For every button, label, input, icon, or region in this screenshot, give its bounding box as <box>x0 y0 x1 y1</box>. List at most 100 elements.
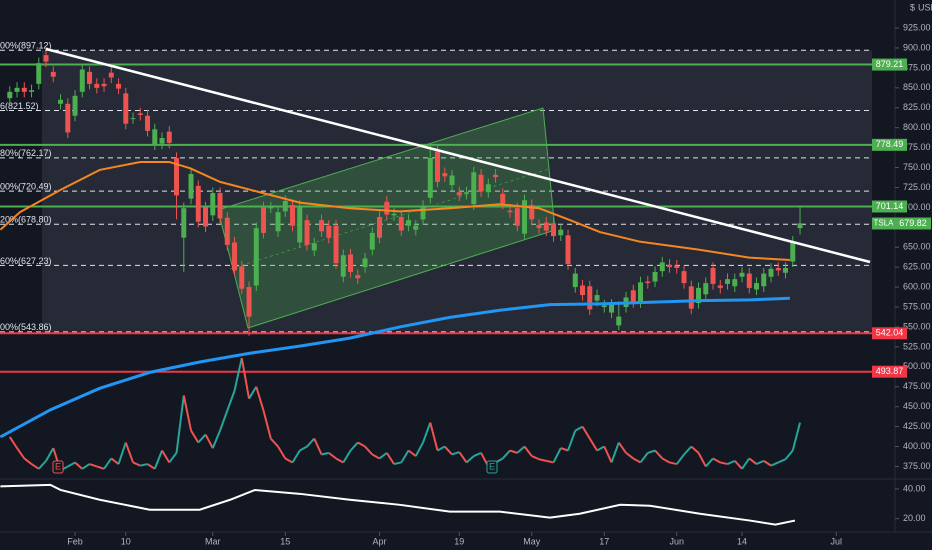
oscillator-segment <box>675 453 685 465</box>
oscillator-segment <box>335 457 344 464</box>
candle-body <box>398 216 404 231</box>
oscillator-segment <box>30 463 40 470</box>
oscillator-segment <box>357 441 366 448</box>
candle-body <box>246 287 252 317</box>
oscillator-segment <box>262 410 272 439</box>
oscillator-segment <box>414 442 424 457</box>
oscillator-segment <box>364 445 374 456</box>
candle-body <box>137 113 143 115</box>
last-price-label: 679.82 <box>899 218 927 228</box>
candle-body <box>108 72 114 78</box>
candle-body <box>101 83 107 87</box>
oscillator-segment <box>321 451 329 456</box>
candle-body <box>58 99 64 104</box>
candle-body <box>326 225 332 238</box>
candle-body <box>645 281 651 284</box>
price-tag <box>872 138 907 151</box>
candle-body <box>609 304 615 313</box>
candle-body <box>754 283 760 290</box>
candle-body <box>377 216 383 238</box>
oscillator-segment <box>588 438 598 452</box>
candle-body <box>790 241 796 262</box>
y-tick-label: 625.00 <box>903 262 931 272</box>
oscillator-segment <box>654 449 664 460</box>
candle-body <box>601 305 607 308</box>
oscillator-segment <box>727 459 736 465</box>
oscillator-segment <box>197 433 207 444</box>
oscillator-segment <box>610 442 620 463</box>
candle-body <box>43 55 49 62</box>
oscillator-segment <box>240 357 251 399</box>
price-tag-label: 493.87 <box>876 366 904 376</box>
symbol-tag <box>872 217 895 230</box>
currency: USD <box>918 2 932 12</box>
oscillator-segment <box>161 449 171 463</box>
candle-body <box>36 63 42 84</box>
candle-body <box>152 129 158 145</box>
oscillator-segment <box>734 460 743 470</box>
y-tick-label: 575.00 <box>903 301 931 311</box>
oscillator-segment <box>342 449 352 463</box>
y-tick-label: 700.00 <box>903 202 931 212</box>
oscillator-segment <box>45 447 55 462</box>
oscillator-segment <box>182 395 193 431</box>
oscillator-segment <box>763 460 772 467</box>
oscillator-segment <box>233 357 243 391</box>
candle-body <box>333 225 339 264</box>
candle-body <box>616 316 622 326</box>
oscillator-segment <box>509 449 518 454</box>
oscillator-segment <box>110 457 120 465</box>
oscillator-segment <box>211 430 221 449</box>
candle-body <box>384 201 390 215</box>
fib-label: 6(821.52) <box>0 101 39 111</box>
y-tick-label: 825.00 <box>903 102 931 112</box>
oscillator-segment <box>567 430 577 451</box>
x-tick-label: May <box>523 536 541 546</box>
lower-y-tick-label: 40.00 <box>903 483 926 493</box>
y-tick-label: 925.00 <box>903 22 931 32</box>
oscillator-segment <box>190 430 200 444</box>
x-tick-label: 19 <box>454 536 464 546</box>
candle-body <box>406 220 412 226</box>
candle-body <box>253 228 259 286</box>
candle-body <box>493 174 499 178</box>
candle-body <box>123 93 129 124</box>
oscillator-segment <box>306 437 316 448</box>
oscillator-segment <box>741 457 751 470</box>
candle-body <box>369 232 375 250</box>
fib-label: 00%(897.12) <box>0 41 52 51</box>
oscillator-segment <box>683 445 693 456</box>
candle-body <box>529 205 535 220</box>
oscillator-segment <box>596 445 605 452</box>
oscillator-segment <box>603 446 613 463</box>
candle-body <box>311 243 317 251</box>
candle-body <box>145 115 151 131</box>
oscillator-segment <box>502 449 511 460</box>
y-tick-label: 525.00 <box>903 341 931 351</box>
fib-label: 60%(627.23) <box>0 256 52 266</box>
candle-body <box>50 71 56 77</box>
oscillator-segment <box>67 461 76 468</box>
candle-body <box>427 157 433 198</box>
moving-average <box>0 160 790 262</box>
candle-body <box>746 273 752 288</box>
y-tick-label: 800.00 <box>903 122 931 132</box>
oscillator-segment <box>531 455 540 461</box>
oscillator-segment <box>437 445 446 452</box>
oscillator-segment <box>146 463 156 470</box>
oscillator-segment <box>552 447 562 463</box>
candle-body <box>500 193 506 204</box>
candle-body <box>304 220 310 245</box>
y-tick-label: 850.00 <box>903 82 931 92</box>
oscillator-segment <box>299 445 308 452</box>
oscillator-segment <box>712 457 721 464</box>
lower-line <box>0 483 796 526</box>
oscillator-segment <box>313 438 323 455</box>
candle-body <box>594 295 600 301</box>
candle-body <box>761 273 767 287</box>
oscillator-segment <box>669 461 677 466</box>
candle-body <box>217 193 223 219</box>
y-tick-label: 600.00 <box>903 281 931 291</box>
candle-body <box>783 267 789 273</box>
